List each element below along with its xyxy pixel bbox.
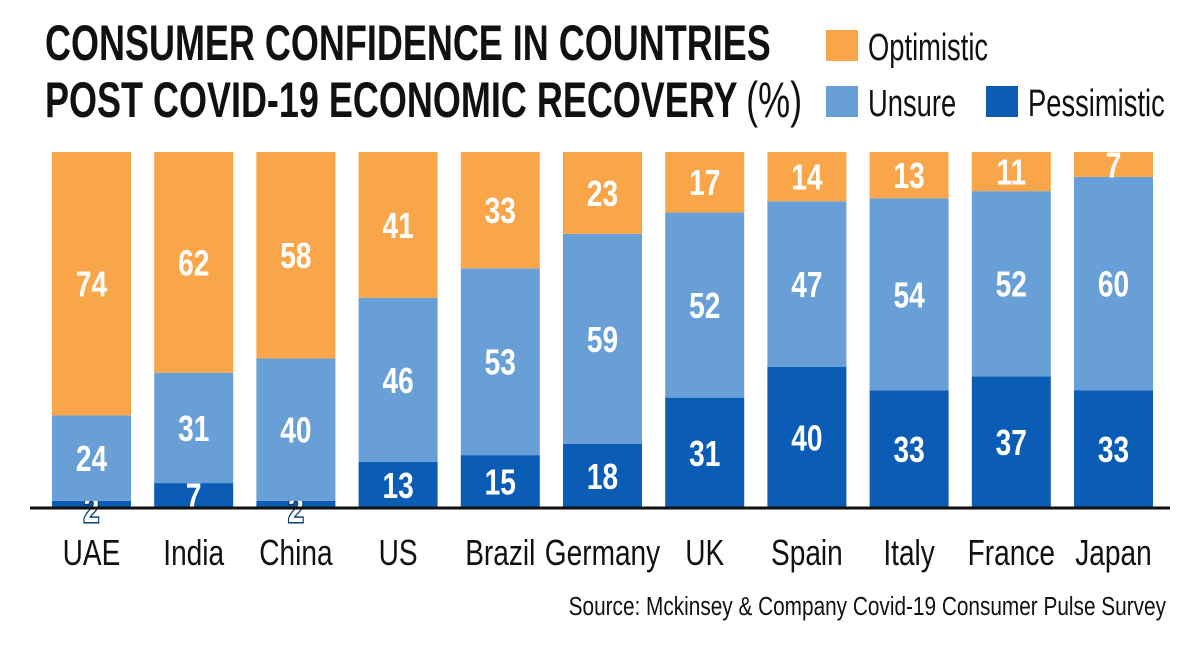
x-tick-label-us: US [379, 533, 418, 573]
bar-pessimistic-france [971, 376, 1051, 508]
x-tick-label-france: France [968, 533, 1055, 573]
bar-optimistic-us [358, 152, 438, 298]
bar-unsure-china [256, 358, 336, 501]
data-label-optimistic-brazil: 33 [485, 191, 516, 231]
data-label-pessimistic-india: 7 [186, 476, 202, 516]
bar-optimistic-spain [767, 152, 847, 202]
bar-optimistic-germany [563, 152, 642, 234]
bar-unsure-uae [52, 415, 131, 501]
bar-optimistic-france [971, 152, 1051, 192]
bar-pessimistic-italy [869, 390, 949, 508]
data-label-pessimistic-italy: 33 [893, 430, 924, 470]
data-label-unsure-germany: 59 [587, 320, 618, 360]
data-label-pessimistic-uk: 31 [689, 433, 720, 473]
data-label-optimistic-germany: 23 [587, 174, 618, 214]
legend-swatch-unsure [826, 86, 858, 117]
data-label-unsure-italy: 54 [893, 275, 924, 315]
bar-unsure-spain [767, 201, 847, 368]
data-label-optimistic-uk: 17 [689, 163, 720, 203]
chart-title-line2-text: POST COVID-19 ECONOMIC RECOVERY [45, 73, 737, 128]
data-label-optimistic-china: 58 [280, 236, 311, 276]
data-label-pessimistic-germany: 18 [587, 457, 618, 497]
legend-swatch-optimistic [826, 30, 858, 61]
bar-unsure-germany [563, 233, 642, 444]
data-label-unsure-china: 40 [280, 410, 311, 450]
bar-pessimistic-india [154, 483, 234, 508]
data-label-optimistic-india: 62 [178, 243, 209, 283]
data-label-pessimistic-us: 13 [382, 466, 413, 506]
data-label-unsure-spain: 47 [791, 265, 822, 305]
bar-unsure-uk [665, 212, 745, 398]
data-label-pessimistic-spain: 40 [791, 418, 822, 458]
data-label-unsure-france: 52 [996, 264, 1027, 304]
data-label-pessimistic-france: 37 [996, 423, 1027, 463]
bar-pessimistic-spain [767, 367, 847, 508]
bar-pessimistic-brazil [460, 455, 540, 508]
chart-title-line1: CONSUMER CONFIDENCE IN COUNTRIES [45, 16, 771, 71]
bar-pessimistic-uk [665, 397, 745, 508]
x-tick-label-brazil: Brazil [465, 533, 535, 573]
x-tick-label-uae: UAE [63, 533, 121, 573]
bar-pessimistic-germany [563, 443, 642, 508]
legend-label-unsure: Unsure [868, 83, 956, 125]
bar-pessimistic-us [358, 461, 438, 508]
data-label-pessimistic-brazil: 15 [485, 462, 516, 502]
chart-title-line2: POST COVID-19 ECONOMIC RECOVERY (%) [45, 73, 802, 128]
x-tick-label-china: China [259, 533, 332, 573]
bar-optimistic-india [154, 152, 234, 373]
bar-unsure-japan [1074, 176, 1153, 391]
bar-unsure-italy [869, 198, 949, 391]
bar-unsure-france [971, 191, 1051, 377]
data-label-optimistic-france: 11 [996, 152, 1026, 192]
data-label-pessimistic-japan: 33 [1098, 430, 1129, 470]
legend-label-optimistic: Optimistic [868, 27, 988, 69]
data-label-optimistic-us: 41 [382, 206, 413, 246]
x-tick-label-italy: Italy [883, 533, 935, 573]
chart-title-unit: (%) [746, 73, 802, 128]
data-label-optimistic-spain: 14 [791, 157, 822, 197]
bar-unsure-brazil [460, 268, 540, 456]
bar-optimistic-italy [869, 152, 949, 199]
data-label-unsure-uk: 52 [689, 286, 720, 326]
legend-swatch-pessimistic [986, 86, 1018, 117]
x-tick-label-germany: Germany [545, 533, 661, 573]
source-note: Source: Mckinsey & Company Covid-19 Cons… [569, 592, 1167, 621]
data-label-unsure-india: 31 [178, 409, 209, 449]
data-label-unsure-uae: 24 [76, 439, 107, 479]
data-label-optimistic-uae: 74 [76, 264, 107, 304]
bar-optimistic-brazil [460, 152, 540, 269]
x-tick-label-japan: Japan [1075, 533, 1151, 573]
x-tick-label-spain: Spain [771, 533, 843, 573]
bar-pessimistic-japan [1074, 390, 1153, 508]
bar-optimistic-china [256, 152, 336, 359]
bar-optimistic-uk [665, 152, 745, 213]
data-label-unsure-us: 46 [382, 361, 413, 401]
bar-pessimistic-china [256, 500, 336, 508]
data-label-optimistic-japan: 7 [1106, 145, 1122, 185]
legend-label-pessimistic: Pessimistic [1028, 83, 1165, 125]
bar-pessimistic-uae [52, 500, 131, 508]
bar-unsure-india [154, 372, 234, 484]
data-label-optimistic-italy: 13 [893, 156, 924, 196]
x-tick-label-uk: UK [685, 533, 724, 573]
bar-unsure-us [358, 297, 438, 462]
data-label-unsure-brazil: 53 [485, 342, 516, 382]
bar-optimistic-japan [1074, 152, 1153, 177]
x-tick-label-india: India [163, 533, 224, 573]
data-label-unsure-japan: 60 [1098, 264, 1129, 304]
bar-optimistic-uae [52, 152, 131, 416]
